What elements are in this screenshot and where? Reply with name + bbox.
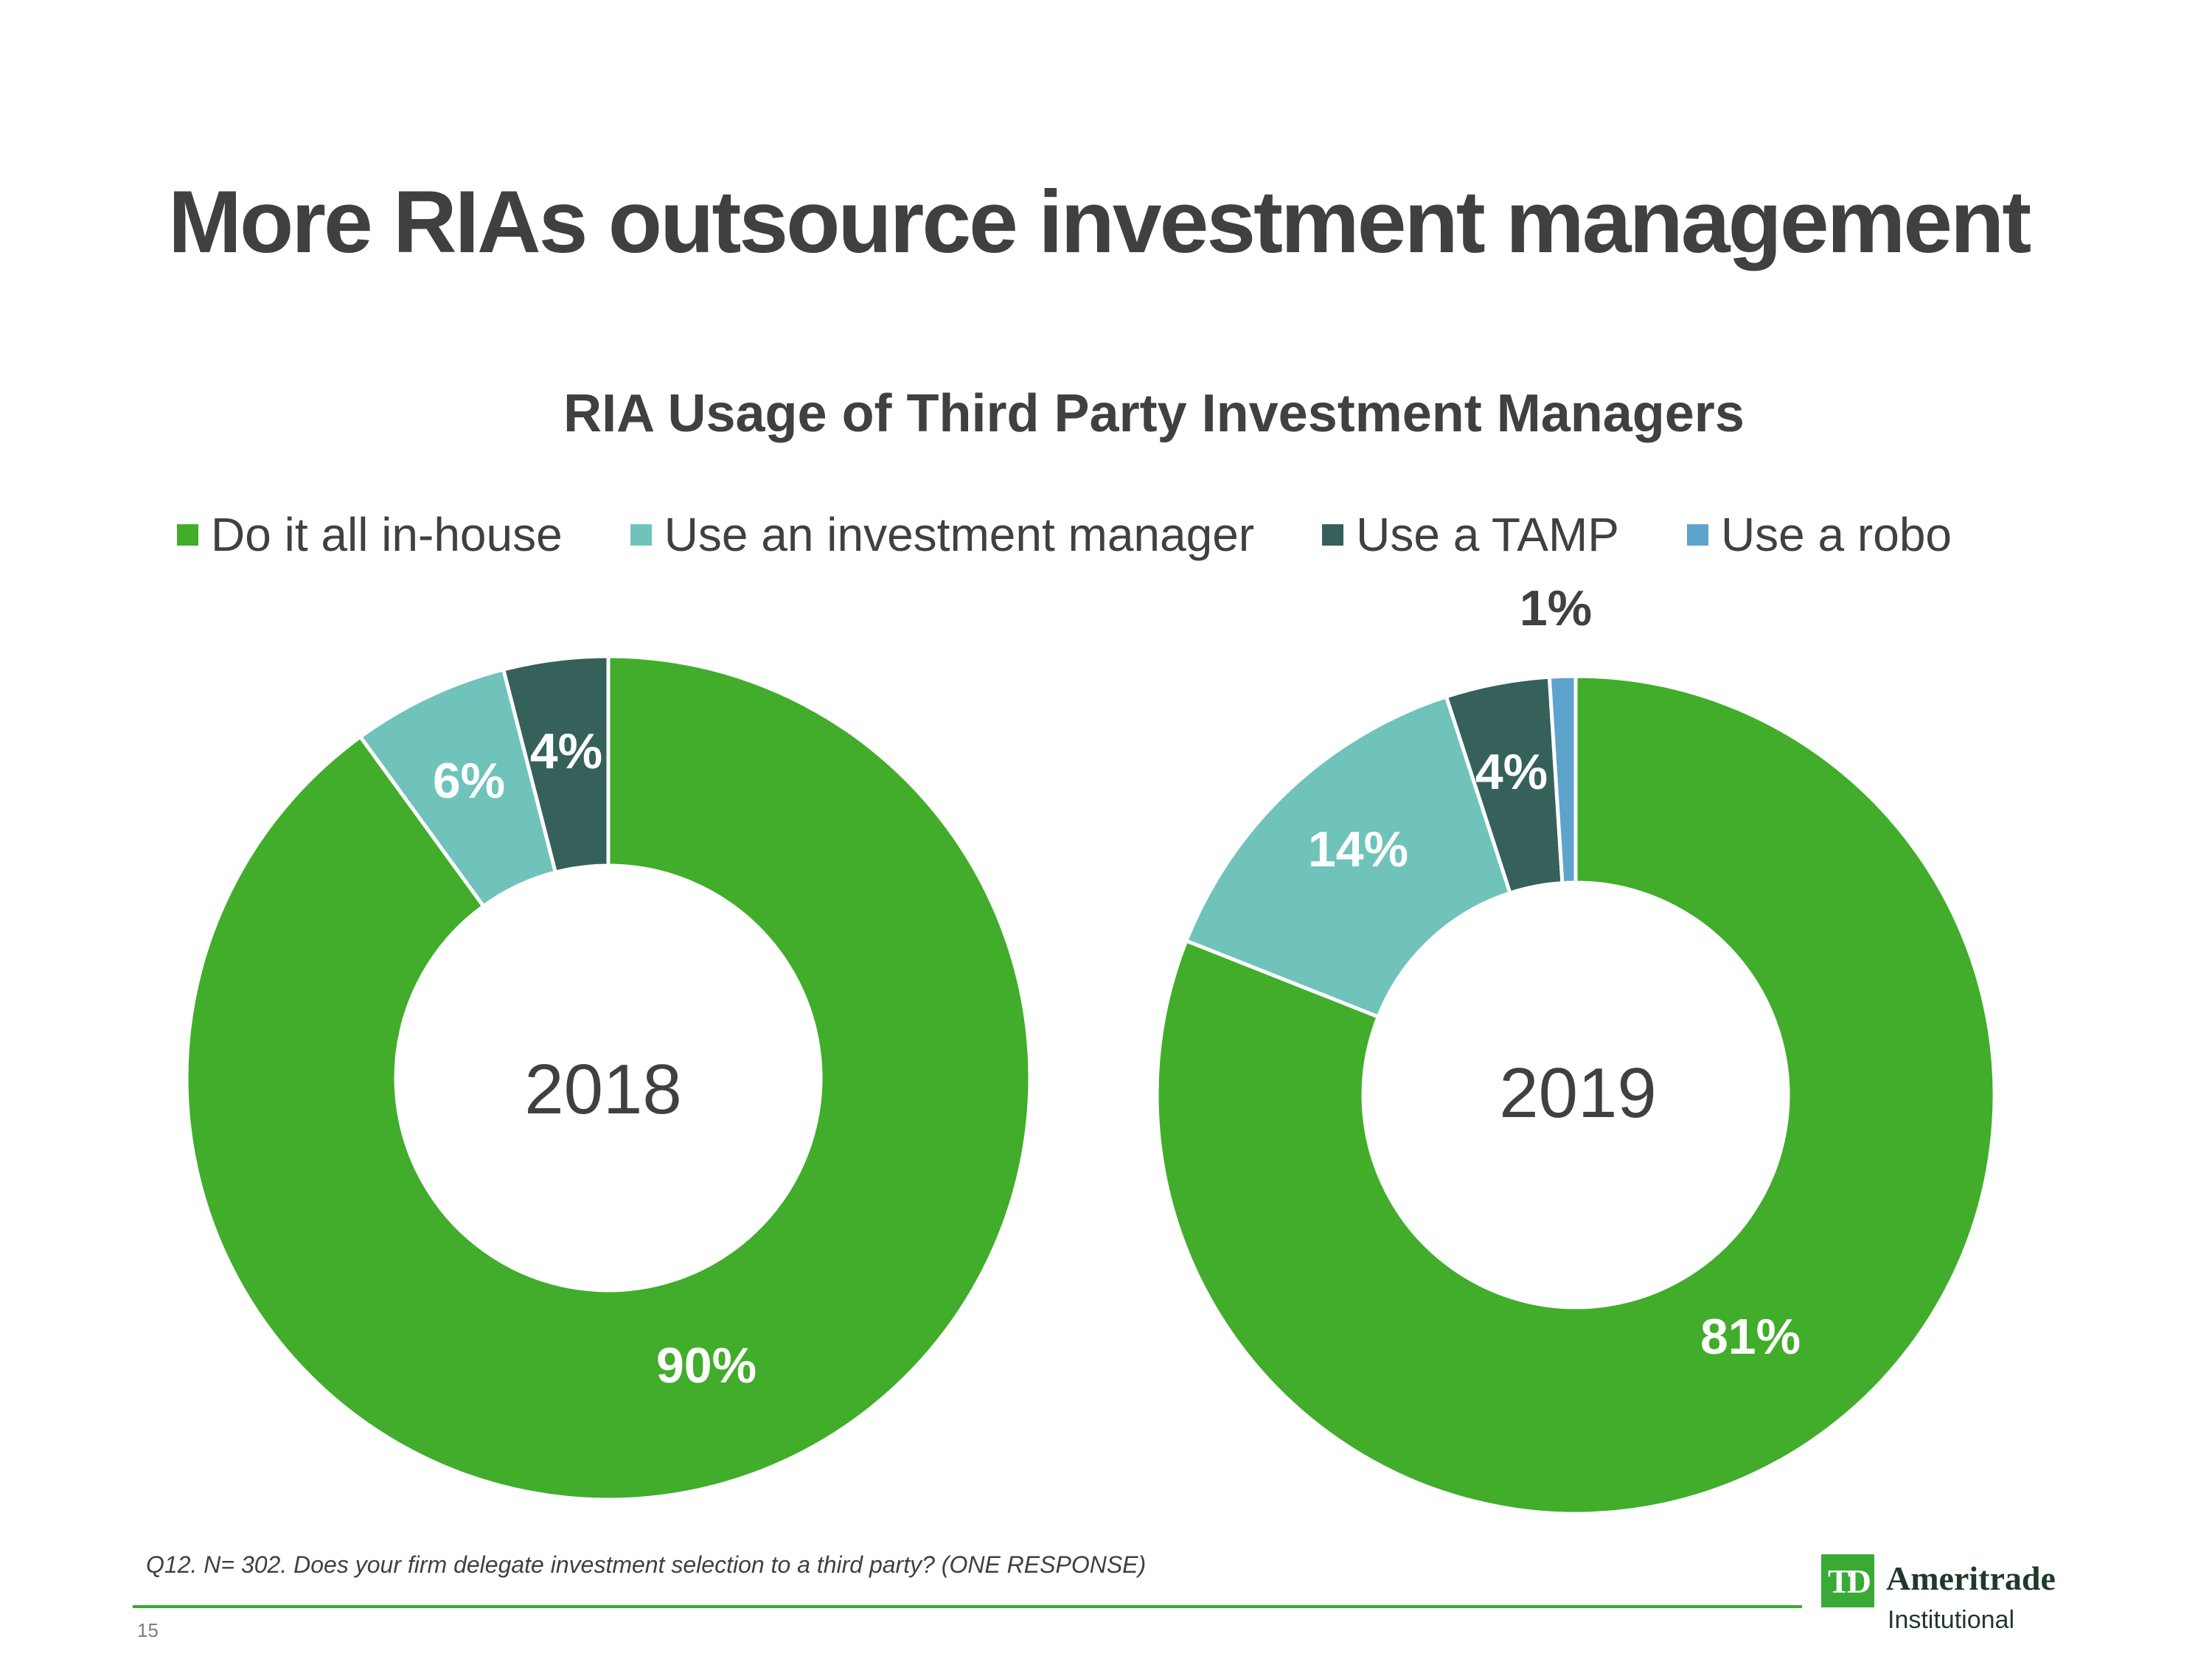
footer-rule [133, 1605, 1802, 1608]
td-ameritrade-logo: TD Ameritrade Institutional [1821, 1554, 2131, 1643]
data-label-2018-investment-manager: 6% [433, 753, 505, 809]
center-label-2019: 2019 [1499, 1054, 1657, 1133]
center-label-2018: 2018 [524, 1050, 682, 1129]
logo-subtitle: Institutional [1888, 1606, 2014, 1634]
page-number: 15 [137, 1619, 159, 1641]
logo-mark: TD [1821, 1554, 1874, 1607]
donut-slice-2019-investment-manager [1183, 694, 1513, 1020]
legend-swatch [630, 524, 652, 546]
legend-item-investment-manager: Use an investment manager [630, 507, 1254, 562]
legend-swatch [1686, 524, 1708, 546]
legend-item-tamp: Use a TAMP [1322, 507, 1619, 562]
data-label-2019-tamp: 4% [1475, 744, 1548, 800]
chart-title: RIA Usage of Third Party Investment Mana… [563, 384, 1745, 443]
data-label-2018-tamp: 4% [530, 723, 602, 779]
legend-item-robo: Use a robo [1686, 507, 1952, 562]
data-label-2019-robo: 1% [1520, 580, 1592, 636]
donut-slice-2019-in-house [1155, 674, 1997, 1516]
legend-label: Use a robo [1720, 508, 1952, 561]
logo-name: Ameritrade [1886, 1559, 2056, 1597]
data-label-2019-in-house: 81% [1700, 1309, 1801, 1365]
donut-slice-2018-in-house [184, 654, 1032, 1502]
data-label-2019-investment-manager: 14% [1308, 821, 1408, 877]
chart-legend: Do it all in-house Use an investment man… [177, 507, 1952, 562]
legend-label: Use a TAMP [1356, 508, 1619, 561]
footnote: Q12. N= 302. Does your firm delegate inv… [146, 1551, 1147, 1578]
slide-title: More RIAs outsource investment managemen… [168, 173, 2031, 271]
legend-label: Use an investment manager [664, 508, 1255, 561]
donut-slice-2018-tamp [501, 654, 611, 875]
legend-swatch [177, 524, 198, 546]
data-label-2018-in-house: 90% [656, 1338, 757, 1394]
legend-item-in-house: Do it all in-house [177, 507, 563, 562]
legend-swatch [1322, 524, 1344, 546]
legend-label: Do it all in-house [211, 508, 563, 561]
donut-slice-2019-robo [1547, 674, 1578, 886]
